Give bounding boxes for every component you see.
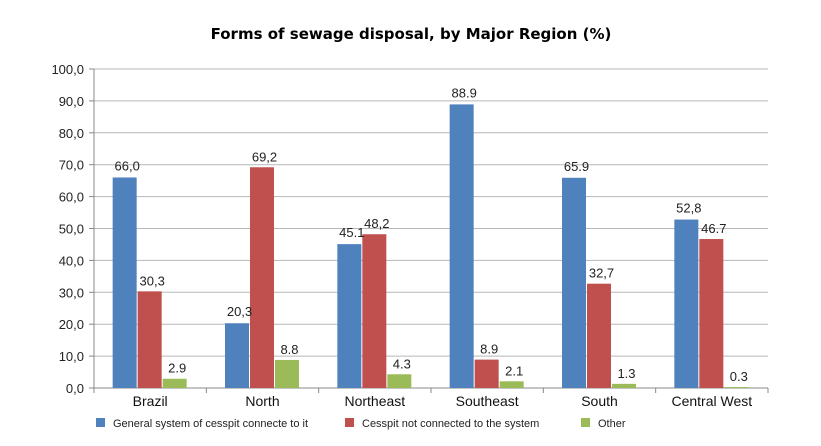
data-label: 88.9: [452, 85, 477, 100]
data-label: 8.9: [480, 342, 498, 357]
legend-label: General system of cesspit connecte to it: [113, 418, 308, 430]
y-tick-label: 30,0: [59, 285, 84, 300]
legend-label: Other: [598, 418, 626, 430]
y-tick-label: 70,0: [59, 158, 84, 173]
data-label: 2.1: [505, 363, 523, 378]
y-tick-label: 90,0: [59, 94, 84, 109]
bar: [724, 387, 749, 388]
bar: [499, 381, 524, 388]
data-labels: 66,0 30,3 2.9 20,3 69,2 8.8 45.148,2 4.3 88.9 8.9…: [115, 85, 748, 384]
data-label: 69,2: [252, 149, 277, 164]
data-label: 66,0: [115, 158, 140, 173]
chart-title: Forms of sewage disposal, by Major Regio…: [211, 25, 612, 43]
bar: [674, 219, 699, 388]
bar: [387, 374, 412, 388]
data-label: 0.3: [730, 369, 748, 384]
data-label: 65.9: [564, 159, 589, 174]
bar: [587, 283, 611, 388]
x-tick-label: North: [245, 393, 279, 409]
x-tick-label: South: [581, 393, 618, 409]
data-label: 45.1: [339, 225, 364, 240]
y-tick-label: 60,0: [59, 190, 84, 205]
data-label: 30,3: [140, 273, 165, 288]
x-tick-label: Northeast: [344, 393, 405, 409]
data-label: 4.3: [393, 356, 411, 371]
x-tick-label: Brazil: [133, 393, 168, 409]
y-tick-label: 40,0: [59, 253, 84, 268]
gridlines: [94, 68, 768, 389]
bars: [112, 104, 749, 388]
y-tick-label: 10,0: [59, 349, 84, 364]
bar: [112, 177, 137, 388]
bar: [337, 244, 362, 388]
legend-swatch: [581, 418, 590, 427]
y-tick-label: 20,0: [59, 317, 84, 332]
x-axis: Brazil North Northeast Southeast South Centra…: [93, 388, 769, 409]
data-label: 52,8: [676, 201, 701, 216]
bar: [250, 167, 274, 388]
data-label: 2.9: [168, 361, 186, 376]
legend: General system of cesspit connecte to it…: [96, 418, 626, 430]
data-label: 32,7: [589, 266, 614, 281]
y-tick-label: 80,0: [59, 126, 84, 141]
data-label: 1.3: [617, 366, 635, 381]
bar: [699, 239, 724, 388]
data-label: 20,3: [227, 304, 252, 319]
bar: [612, 383, 636, 388]
y-axis: 0,0 10,0 20,0 30,0 40,0 50,0 60,0 70,0 80,0 90,0 1…: [51, 62, 95, 396]
bar: [225, 323, 249, 388]
data-label: 46.7: [701, 221, 726, 236]
legend-label: Cesspit not connected to the system: [362, 418, 539, 430]
bar: [474, 359, 499, 388]
legend-swatch: [96, 418, 105, 427]
data-label: 8.8: [280, 342, 298, 357]
bar: [275, 359, 299, 388]
bar: [137, 291, 162, 388]
bar: [449, 104, 474, 388]
legend-swatch: [345, 418, 354, 427]
y-tick-label: 50,0: [59, 222, 84, 237]
bar: [162, 378, 187, 388]
x-tick-label: Central West: [671, 393, 752, 409]
x-tick-label: Southeast: [456, 393, 519, 409]
bar: [562, 177, 586, 388]
data-label: 48,2: [364, 216, 389, 231]
y-tick-label: 0,0: [66, 381, 84, 396]
y-tick-label: 100,0: [51, 62, 84, 77]
bar: [362, 234, 387, 388]
